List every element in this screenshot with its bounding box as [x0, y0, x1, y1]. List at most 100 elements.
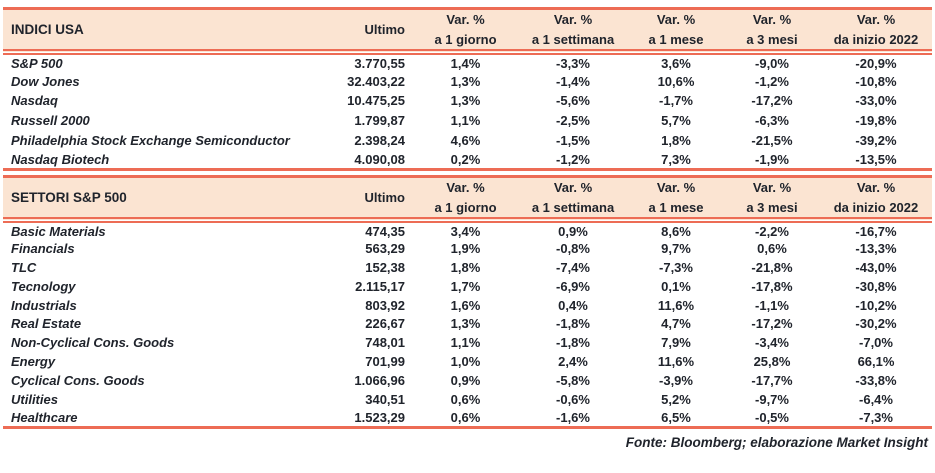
table-row: TLC 152,38 1,8% -7,4% -7,3% -21,8% -43,0… [3, 258, 932, 277]
row-var: 7,3% [628, 149, 724, 172]
row-label: S&P 500 [11, 55, 63, 71]
row-var: 0,4% [558, 297, 588, 313]
row-var: -17,8% [751, 278, 793, 294]
row-label: Utilities [11, 392, 58, 408]
row-var: -10,2% [855, 297, 897, 313]
row-label: Healthcare [3, 408, 323, 430]
row-var: -2,5% [556, 113, 590, 129]
row-ultimo: 2.398,24 [354, 132, 405, 148]
row-label: Cyclical Cons. Goods [11, 373, 145, 389]
row-var: -20,9% [855, 55, 897, 71]
row-var: -1,1% [755, 297, 789, 313]
row-var: 1,9% [450, 240, 481, 256]
row-label: Energy [11, 354, 56, 370]
row-var: 3,4% [450, 223, 481, 239]
row-ultimo: 748,01 [365, 335, 405, 351]
table-row: Industrials 803,92 1,6% 0,4% 11,6% -1,1%… [3, 296, 932, 315]
row-var: -10,8% [855, 73, 897, 89]
indici-usa-header-row: INDICI USA Ultimo Var. % a 1 giorno Var.… [3, 7, 932, 55]
row-var: -1,8% [556, 335, 590, 351]
row-var: 8,6% [661, 223, 691, 239]
table-row: Nasdaq 10.475,25 1,3% -5,6% -1,7% -17,2%… [3, 91, 932, 111]
row-label: Philadelphia Stock Exchange Semiconducto… [11, 132, 290, 148]
row-label: Nasdaq Biotech [3, 149, 323, 172]
row-var: -43,0% [855, 259, 897, 275]
row-var: -17,7% [751, 373, 793, 389]
row-var: -3,9% [659, 373, 693, 389]
row-var: -0,6% [556, 392, 590, 408]
row-ultimo: 10.475,25 [347, 93, 405, 109]
row-var: -6,9% [556, 278, 590, 294]
row-var: -3,3% [556, 55, 590, 71]
row-var: 11,6% [657, 297, 695, 313]
row-var: 5,7% [661, 113, 691, 129]
row-var: -33,0% [855, 93, 897, 109]
row-var: -1,2% [755, 73, 789, 89]
row-label: Financials [11, 240, 75, 256]
row-ultimo: 2.115,17 [355, 278, 405, 294]
row-var: -1,6% [518, 408, 628, 430]
row-var: 4,7% [661, 316, 691, 332]
table-row: Utilities 340,51 0,6% -0,6% 5,2% -9,7% -… [3, 390, 932, 409]
row-var: -19,8% [855, 113, 897, 129]
row-var: -0,5% [724, 408, 820, 430]
col-header-var-3-mesi: Var. % a 3 mesi [724, 175, 820, 224]
row-var: -1,8% [556, 316, 590, 332]
row-var: -1,9% [724, 149, 820, 172]
row-var: -7,3% [659, 259, 693, 275]
source-note: Fonte: Bloomberg; elaborazione Market In… [625, 435, 928, 451]
row-label: Non-Cyclical Cons. Goods [11, 335, 175, 351]
row-label: Basic Materials [11, 223, 106, 239]
row-var: -21,5% [751, 132, 793, 148]
row-var: 1,3% [450, 93, 481, 109]
row-var: -5,8% [556, 373, 590, 389]
row-var: 0,1% [661, 278, 691, 294]
row-var: 10,6% [657, 73, 695, 89]
row-var: 0,6% [757, 240, 787, 256]
col-header-var-inizio-2022: Var. % da inizio 2022 [820, 175, 932, 224]
table-row: Healthcare 1.523,29 0,6% -1,6% 6,5% -0,5… [3, 408, 932, 430]
row-var: 2,4% [558, 354, 588, 370]
row-var: 1,3% [450, 73, 481, 89]
col-header-var-1-mese: Var. % a 1 mese [628, 7, 724, 55]
table-row: Tecnology 2.115,17 1,7% -6,9% 0,1% -17,8… [3, 277, 932, 296]
row-var: -39,2% [855, 132, 897, 148]
row-var: 5,2% [661, 392, 691, 408]
row-var: 25,8% [753, 354, 791, 370]
row-var: 1,3% [450, 316, 481, 332]
table-row: Financials 563,29 1,9% -0,8% 9,7% 0,6% -… [3, 239, 932, 258]
row-ultimo: 1.523,29 [323, 408, 413, 430]
row-var: -1,2% [518, 149, 628, 172]
row-ultimo: 803,92 [365, 297, 405, 313]
row-label: Dow Jones [11, 73, 80, 89]
row-var: -0,8% [556, 240, 590, 256]
row-var: -2,2% [755, 223, 789, 239]
row-var: 66,1% [857, 354, 895, 370]
table-row: Philadelphia Stock Exchange Semiconducto… [3, 130, 932, 150]
col-header-var-1-settimana: Var. % a 1 settimana [518, 175, 628, 224]
table-row: S&P 500 3.770,55 1,4% -3,3% 3,6% -9,0% -… [3, 52, 932, 72]
row-var: 9,7% [661, 240, 691, 256]
row-var: -30,2% [855, 316, 897, 332]
row-var: -9,7% [755, 392, 789, 408]
row-var: -13,3% [855, 240, 897, 256]
table-row: Nasdaq Biotech 4.090,08 0,2% -1,2% 7,3% … [3, 149, 932, 172]
table-row: Dow Jones 32.403,22 1,3% -1,4% 10,6% -1,… [3, 72, 932, 92]
table-row: Basic Materials 474,35 3,4% 0,9% 8,6% -2… [3, 220, 932, 239]
row-var: -3,4% [755, 335, 789, 351]
row-var: -13,5% [820, 149, 932, 172]
row-var: -9,0% [755, 55, 789, 71]
col-header-var-1-settimana: Var. % a 1 settimana [518, 7, 628, 55]
row-ultimo: 701,99 [365, 354, 405, 370]
section-title-settori: SETTORI S&P 500 [3, 175, 323, 224]
col-header-var-1-giorno: Var. % a 1 giorno [413, 175, 518, 224]
row-var: 1,8% [661, 132, 691, 148]
row-var: 0,6% [413, 408, 518, 430]
row-ultimo: 474,35 [365, 223, 405, 239]
col-header-ultimo: Ultimo [323, 7, 413, 55]
row-var: 1,4% [450, 55, 481, 71]
row-var: -6,4% [859, 392, 893, 408]
row-var: 4,6% [450, 132, 481, 148]
row-var: 0,6% [450, 392, 481, 408]
row-ultimo: 563,29 [365, 240, 405, 256]
